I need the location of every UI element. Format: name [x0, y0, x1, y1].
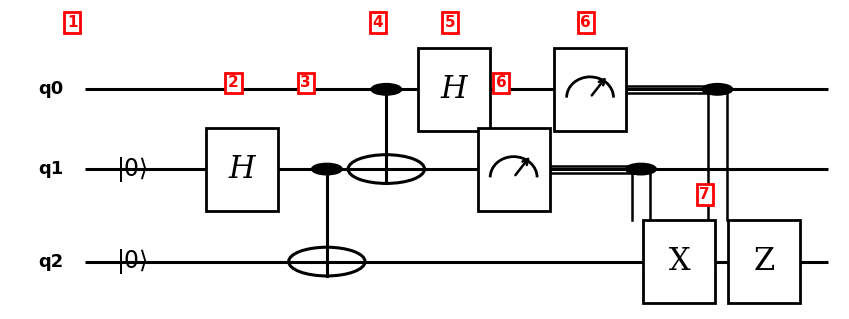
Bar [419, 48, 491, 131]
Circle shape [289, 247, 365, 276]
Text: 6: 6 [496, 75, 506, 91]
Text: H: H [441, 74, 468, 105]
Text: 6: 6 [581, 15, 591, 30]
Bar [728, 220, 800, 303]
Text: q2: q2 [38, 253, 64, 271]
Bar [644, 220, 715, 303]
Bar [554, 48, 626, 131]
Circle shape [348, 155, 424, 183]
Circle shape [371, 84, 402, 95]
Text: Z: Z [753, 246, 775, 277]
Text: q1: q1 [38, 160, 64, 178]
Bar [205, 128, 278, 211]
Circle shape [702, 84, 733, 95]
Circle shape [312, 163, 342, 175]
Text: 2: 2 [228, 75, 239, 91]
Text: 3: 3 [301, 75, 311, 91]
Text: 7: 7 [700, 187, 710, 202]
Text: $|0\rangle$: $|0\rangle$ [115, 155, 148, 183]
Text: 1: 1 [67, 15, 77, 30]
Text: X: X [668, 246, 690, 277]
Bar [477, 128, 550, 211]
Circle shape [626, 163, 656, 175]
Text: q0: q0 [38, 80, 64, 98]
Text: 4: 4 [373, 15, 383, 30]
Text: 5: 5 [445, 15, 455, 30]
Text: $|0\rangle$: $|0\rangle$ [115, 247, 148, 276]
Text: H: H [228, 153, 256, 185]
